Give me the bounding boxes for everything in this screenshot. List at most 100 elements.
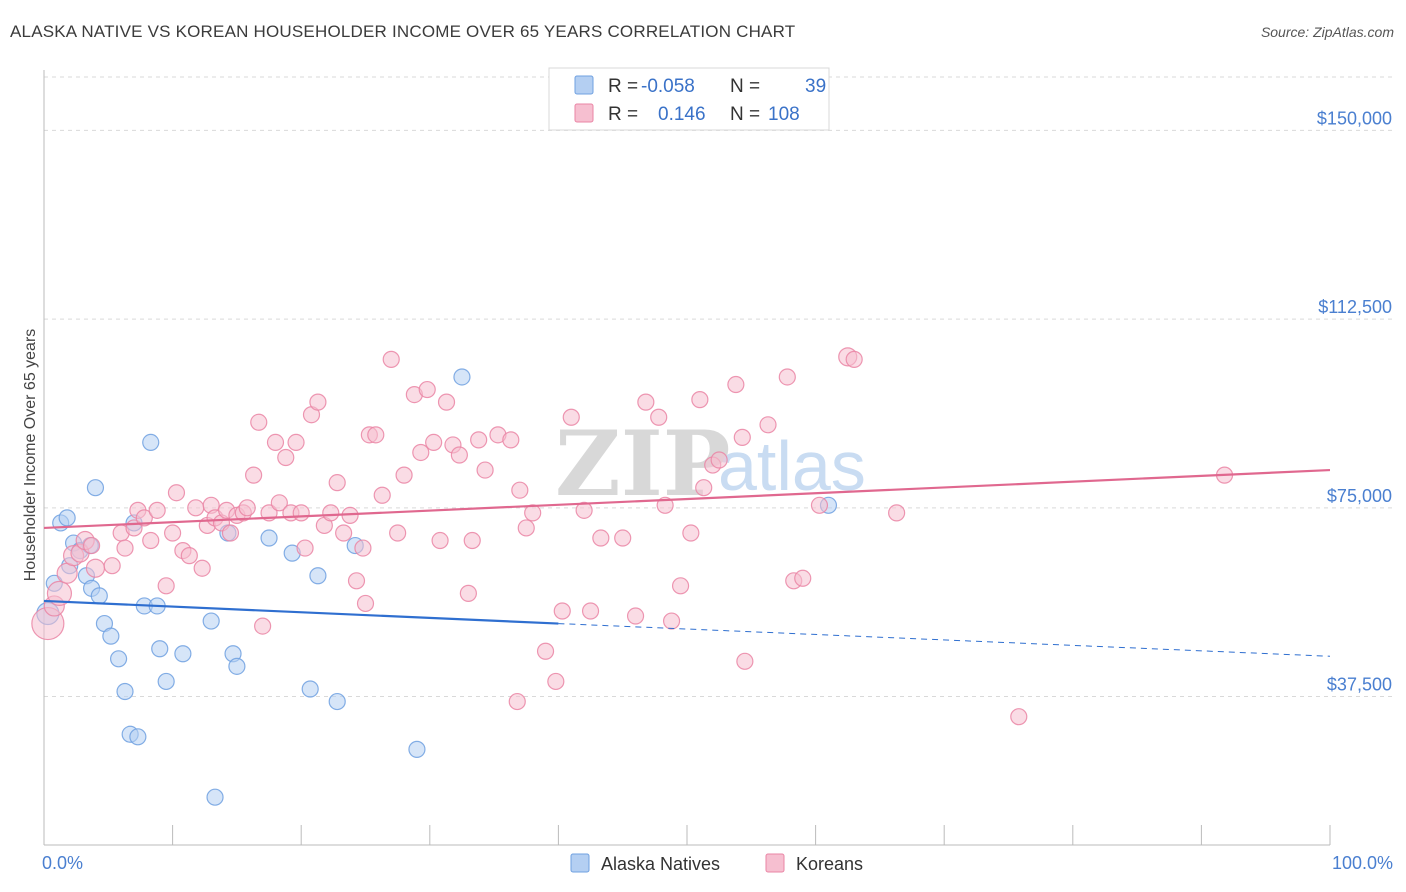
korean-point-61 bbox=[412, 443, 430, 462]
alaska-point-34 bbox=[328, 692, 346, 711]
korean-point-64 bbox=[431, 531, 449, 550]
alaska-point-22 bbox=[151, 640, 169, 658]
korean-point-2 bbox=[46, 580, 73, 606]
korean-point-35 bbox=[254, 617, 272, 635]
y-tick-label-2: $112,500 bbox=[1318, 297, 1392, 317]
korean-point-32 bbox=[238, 499, 256, 517]
legend-r-label-1: R = bbox=[608, 76, 638, 97]
alaska-point-14 bbox=[109, 650, 128, 668]
y-tick-label-1: $75,000 bbox=[1327, 486, 1392, 506]
axes bbox=[43, 70, 1331, 846]
legend-swatch-koreans bbox=[574, 103, 594, 123]
korean-point-19 bbox=[167, 484, 186, 502]
alaska-point-15 bbox=[116, 682, 134, 701]
korean-point-51 bbox=[347, 572, 366, 590]
legend-swatch-alaska bbox=[574, 75, 594, 95]
legend-r-value-1: -0.058 bbox=[641, 76, 695, 97]
korean-point-99 bbox=[736, 652, 754, 670]
korean-point-47 bbox=[322, 504, 340, 522]
korean-point-34 bbox=[250, 413, 268, 431]
korean-point-98 bbox=[733, 428, 751, 446]
korean-point-15 bbox=[142, 531, 160, 550]
korean-point-75 bbox=[517, 519, 535, 537]
bottom-legend: Alaska Natives Koreans bbox=[570, 853, 863, 874]
korean-point-8 bbox=[85, 558, 106, 578]
korean-point-76 bbox=[524, 504, 542, 522]
korean-point-106 bbox=[845, 350, 863, 368]
korean-point-38 bbox=[270, 494, 288, 512]
x-tick-label-1: 100.0% bbox=[1332, 853, 1393, 873]
korean-point-86 bbox=[626, 607, 645, 625]
korean-point-41 bbox=[287, 433, 305, 452]
bottom-legend-label-alaska: Alaska Natives bbox=[601, 854, 720, 874]
legend-r-label-2: R = bbox=[608, 104, 638, 125]
korean-trend-line bbox=[43, 468, 1331, 530]
x-tick-label-0: 0.0% bbox=[42, 853, 83, 873]
gridlines bbox=[44, 76, 1395, 698]
korean-point-17 bbox=[157, 577, 175, 595]
alaska-point-11 bbox=[90, 587, 108, 605]
korean-point-100 bbox=[759, 416, 777, 434]
korean-point-79 bbox=[547, 672, 565, 691]
x-tick-labels: 0.0% 100.0% bbox=[42, 853, 1393, 873]
korean-point-71 bbox=[476, 461, 494, 479]
legend-n-label-2: N = bbox=[730, 104, 760, 125]
y-tick-label-0: $37,500 bbox=[1327, 675, 1392, 695]
korean-point-52 bbox=[354, 539, 372, 557]
korean-point-83 bbox=[581, 602, 600, 620]
korean-point-74 bbox=[511, 481, 529, 499]
alaska-point-30 bbox=[260, 529, 278, 547]
korean-point-77 bbox=[508, 692, 526, 711]
korean-point-49 bbox=[335, 524, 353, 542]
bottom-legend-swatch-koreans bbox=[765, 853, 785, 873]
korean-point-39 bbox=[277, 448, 295, 467]
korean-point-57 bbox=[382, 350, 400, 368]
data-points bbox=[31, 347, 1234, 806]
korean-point-33 bbox=[245, 466, 263, 484]
korean-point-103 bbox=[778, 368, 796, 386]
korean-point-62 bbox=[418, 380, 436, 399]
korean-point-42 bbox=[292, 504, 310, 522]
korean-point-43 bbox=[296, 539, 314, 557]
trend-lines bbox=[43, 468, 1331, 657]
alaska-point-13 bbox=[102, 627, 120, 645]
alaska-point-24 bbox=[174, 645, 192, 663]
y-tick-labels: $37,500 $75,000 $112,500 $150,000 bbox=[1317, 108, 1392, 694]
alaska-trend-extension bbox=[558, 623, 1331, 657]
alaska-point-33 bbox=[309, 567, 327, 585]
korean-point-37 bbox=[266, 433, 285, 452]
korean-point-93 bbox=[691, 391, 709, 409]
legend-n-value-1: 39 bbox=[805, 76, 826, 97]
korean-point-58 bbox=[389, 524, 407, 542]
korean-point-96 bbox=[710, 451, 728, 469]
korean-point-29 bbox=[221, 524, 240, 542]
legend-n-value-2: 108 bbox=[768, 104, 800, 125]
korean-point-87 bbox=[637, 393, 655, 411]
korean-point-82 bbox=[575, 501, 593, 519]
korean-point-55 bbox=[367, 426, 385, 444]
alaska-point-23 bbox=[157, 672, 175, 691]
korean-point-90 bbox=[662, 612, 681, 630]
korean-point-102 bbox=[794, 569, 812, 587]
alaska-point-3 bbox=[58, 509, 76, 527]
korean-point-48 bbox=[328, 474, 346, 492]
y-axis-label: Householder Income Over 65 years bbox=[22, 329, 39, 582]
korean-point-68 bbox=[459, 584, 477, 602]
korean-point-67 bbox=[450, 446, 468, 464]
alaska-point-36 bbox=[408, 740, 426, 758]
legend-n-label-1: N = bbox=[730, 76, 760, 97]
source-credit: Source: ZipAtlas.com bbox=[1260, 24, 1394, 40]
alaska-point-20 bbox=[142, 433, 160, 452]
legend-box: R = -0.058 N = 39 R = 0.146 N = 108 bbox=[548, 67, 830, 131]
bottom-legend-label-koreans: Koreans bbox=[796, 854, 863, 874]
korean-point-21 bbox=[180, 547, 198, 565]
alaska-point-37 bbox=[453, 368, 471, 386]
korean-point-53 bbox=[356, 594, 375, 613]
korean-point-80 bbox=[553, 602, 571, 620]
korean-point-97 bbox=[727, 375, 745, 394]
korean-point-70 bbox=[470, 431, 488, 449]
korean-point-89 bbox=[656, 496, 674, 514]
korean-point-69 bbox=[463, 531, 481, 550]
korean-point-45 bbox=[309, 393, 327, 411]
